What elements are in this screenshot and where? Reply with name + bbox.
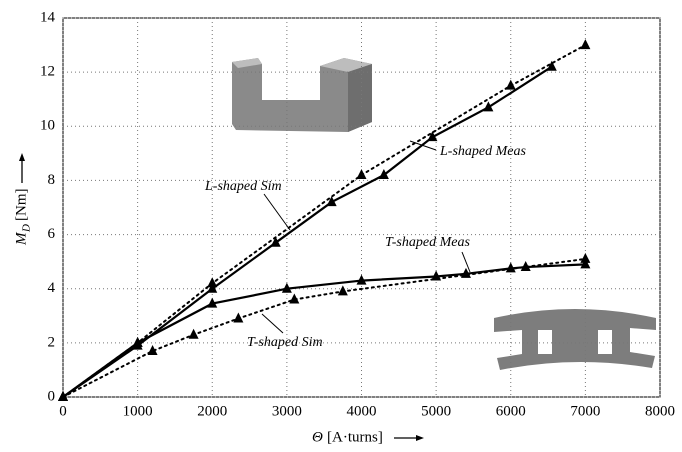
- series-label: T-shaped Meas: [385, 235, 470, 250]
- y-tick-label: 2: [48, 334, 56, 350]
- x-label-symbol: Θ: [312, 429, 323, 445]
- series-label: L-shaped Sim: [204, 179, 282, 194]
- y-tick-label: 0: [48, 388, 56, 404]
- series-label: T-shaped Sim: [247, 335, 323, 350]
- y-tick-label: 8: [48, 172, 56, 188]
- data-point: [506, 80, 516, 90]
- annotation-leader: [264, 194, 290, 230]
- x-tick-label: 1000: [123, 403, 153, 419]
- y-tick-label: 10: [40, 118, 55, 134]
- annotation-leader: [262, 314, 283, 333]
- data-point: [271, 237, 281, 247]
- data-point: [338, 285, 348, 295]
- data-point: [233, 312, 243, 322]
- x-tick-label: 0: [59, 403, 67, 419]
- data-point: [379, 169, 389, 179]
- y-tick-label: 4: [48, 280, 56, 296]
- y-tick-label: 12: [40, 64, 55, 80]
- data-point: [189, 329, 199, 339]
- data-point: [580, 39, 590, 49]
- x-tick-label: 7000: [570, 403, 600, 419]
- y-label-subscript: D: [21, 224, 33, 233]
- data-point: [58, 391, 68, 401]
- y-label-unit: [Nm]: [13, 189, 29, 222]
- series-label: L-shaped Meas: [439, 144, 526, 159]
- x-tick-label: 3000: [272, 403, 302, 419]
- data-point: [207, 283, 217, 293]
- x-tick-label: 4000: [347, 403, 377, 419]
- y-label-symbol: M: [13, 231, 29, 246]
- chart: M D [Nm] Θ [A·turns] 0 2 4 6 8 10 12 14 0 1000 200…: [0, 0, 682, 452]
- y-tick-label: 14: [40, 9, 56, 25]
- x-label-arrowhead: [416, 435, 424, 441]
- y-axis-label: M D [Nm]: [13, 153, 32, 246]
- t-core-image: [494, 309, 656, 370]
- y-label-arrowhead: [19, 153, 25, 161]
- x-axis-label: Θ [A·turns]: [312, 429, 424, 445]
- x-tick-label: 2000: [197, 403, 227, 419]
- annotation-leader: [410, 141, 436, 150]
- x-label-unit: [A·turns]: [327, 429, 383, 445]
- l-core-image: [232, 58, 372, 132]
- data-point: [357, 169, 367, 179]
- y-tick-label: 6: [48, 226, 56, 242]
- x-tick-label: 8000: [645, 403, 675, 419]
- data-point: [289, 294, 299, 304]
- x-tick-label: 6000: [496, 403, 526, 419]
- x-tick-label: 5000: [421, 403, 451, 419]
- data-point: [580, 253, 590, 263]
